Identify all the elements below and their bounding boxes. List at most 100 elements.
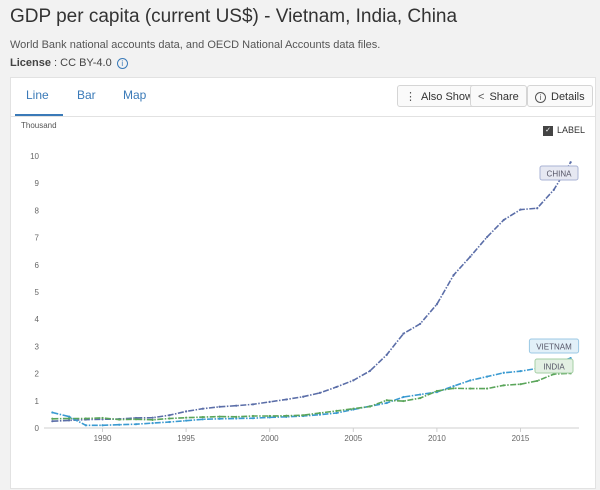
series-line-vietnam [52,357,571,427]
y-tick-label: 6 [35,261,40,270]
share-button[interactable]: < Share [470,85,527,107]
data-point-india [402,399,405,403]
data-point-vietnam [218,417,221,420]
y-tick-label: 4 [35,315,40,324]
y-tick-label: 1 [35,397,40,406]
series-label-india: INDIA [543,363,565,372]
data-point-china [452,274,455,277]
data-point-china [201,407,204,410]
active-tab-indicator [15,114,63,116]
data-point-vietnam [402,395,405,399]
share-icon: < [478,91,485,103]
also-show-button[interactable]: ⋮ Also Show [397,85,481,107]
data-point-india [134,418,138,421]
x-tick-label: 2000 [261,434,279,443]
info-icon[interactable]: i [116,57,128,69]
data-point-vietnam [84,424,87,427]
data-point-india [368,405,372,408]
tab-map[interactable]: Map [123,88,147,102]
line-chart: 0 1 2 3 4 5 6 7 8 9 10 1990 1995 2000 2005 2010 2015 CHIN… [30,152,580,443]
data-point-india [84,417,87,420]
data-point-vietnam [118,423,121,426]
data-point-india [469,387,472,390]
data-point-india [151,418,154,421]
share-label: Share [489,91,519,103]
source-note: World Bank national accounts data, and O… [10,39,381,51]
y-tick-label: 7 [35,234,40,243]
label-toggle-text: LABEL [557,125,586,135]
data-point-vietnam [134,423,138,426]
data-point-vietnam [419,393,422,396]
series-label-box-india [534,358,574,374]
y-tick-label: 10 [30,152,39,161]
data-point-india [352,407,355,410]
series-label-china: CHINA [547,170,573,179]
y-tick-label: 0 [35,424,40,433]
data-point-china [519,208,522,211]
data-point-china [151,416,154,419]
y-tick-label: 3 [35,342,40,351]
data-point-india [385,399,388,402]
details-button[interactable]: i Details [527,85,593,107]
data-point-vietnam [452,385,455,388]
data-point-vietnam [235,417,238,420]
license-line: License : CC BY-4.0 i [10,57,128,69]
label-toggle[interactable]: ✓ LABEL [543,125,585,136]
data-point-china [368,369,372,372]
data-point-china [285,398,288,401]
data-point-china [302,395,305,398]
data-point-india [218,415,221,418]
data-point-vietnam [168,420,171,424]
tab-line[interactable]: Line [26,88,49,102]
x-tick-label: 2005 [344,434,362,443]
data-point-vietnam [502,371,505,374]
data-point-india [419,396,422,400]
data-point-china [268,400,271,403]
series-line-china [52,161,572,422]
data-point-vietnam [151,422,154,425]
y-tick-label: 9 [35,179,40,188]
data-point-vietnam [519,370,522,373]
license-label: License [10,57,51,69]
tab-bar[interactable]: Bar [77,88,96,102]
x-tick-label: 1995 [177,434,195,443]
data-point-india [335,409,338,412]
data-point-china [385,353,388,356]
data-point-china [419,322,422,325]
data-point-china [402,332,405,335]
data-point-china [352,379,355,382]
data-point-china [536,207,539,210]
chart-panel: Line Bar Map ⋮ Also Show < Share i Details … [10,77,596,489]
x-tick-label: 2015 [512,434,530,443]
data-point-china [251,403,255,406]
data-point-india [285,414,288,417]
data-point-vietnam [485,375,489,378]
license-value: : CC BY-4.0 [50,57,112,69]
data-point-india [552,373,556,376]
y-tick-label: 2 [35,370,40,379]
data-point-india [318,411,321,415]
checkbox-checked-icon[interactable]: ✓ [543,125,553,136]
data-point-vietnam [51,411,54,414]
vertical-dots-icon: ⋮ [405,91,416,103]
data-point-china [469,255,472,258]
series-label-box-china [539,165,579,181]
data-point-india [268,414,271,418]
data-point-vietnam [385,401,388,405]
data-point-india [485,387,489,390]
data-point-china [67,419,71,422]
data-point-china [552,188,556,191]
data-point-china [502,218,505,222]
series-line-india [52,372,571,421]
view-tabs: Line Bar Map ⋮ Also Show < Share i Details [11,78,595,117]
data-point-india [502,384,505,387]
data-point-china [185,410,188,413]
data-point-india [302,414,305,417]
data-point-india [536,379,539,383]
x-tick-label: 2010 [428,434,446,443]
data-point-india [168,417,171,420]
data-point-vietnam [201,418,204,421]
also-show-label: Also Show [421,91,473,103]
data-point-india [185,416,188,419]
data-point-china [218,405,221,408]
